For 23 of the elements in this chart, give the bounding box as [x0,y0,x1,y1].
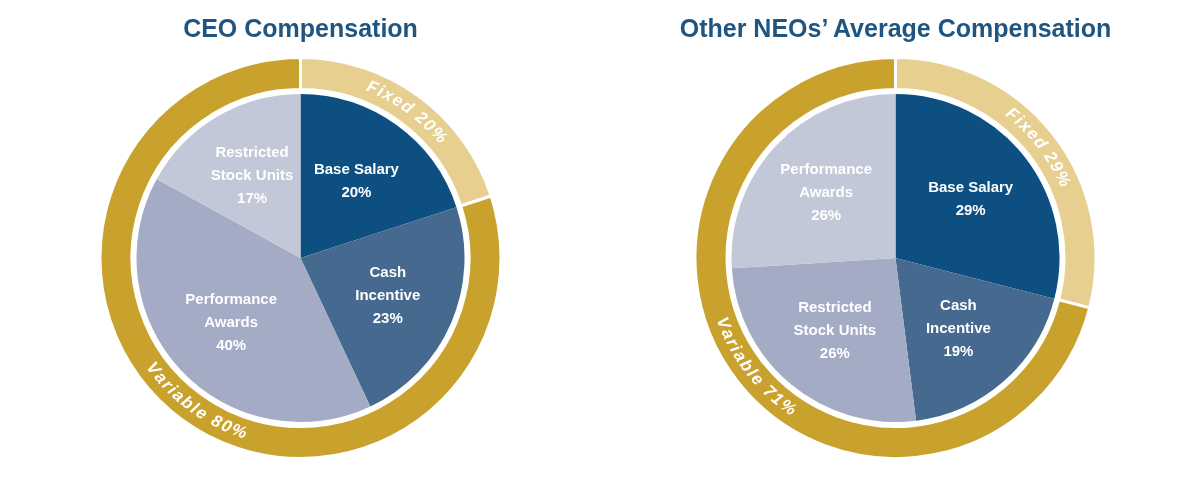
data-label: 17% [237,189,268,207]
slice-label: Fixed [363,76,418,118]
slice-label: Restricted Stock Units [793,298,877,339]
data-label: 26% [819,344,850,362]
slice-label: Performance Awards [185,290,278,331]
data-label: 20% [341,182,372,200]
slice-label: Restricted Stock Units [210,143,294,184]
chart-title: Other NEOs’ Average Compensation [678,13,1113,44]
slice-label: Fixed [1002,103,1052,154]
data-label: 19% [943,342,974,360]
data-label: 29% [955,201,986,219]
data-label: 23% [372,308,403,326]
slice-label: Performance Awards [780,160,873,201]
data-label: 80% [208,410,250,443]
slice-label: Variable [142,358,211,424]
slice-label: Base Salary [928,178,1014,196]
slice-label: Cash Incentive [925,296,991,337]
data-label: 26% [811,206,842,224]
chart-title: CEO Compensation [182,13,419,44]
slice-label: Cash Incentive [355,262,421,303]
slice-label: Base Salary [313,159,400,177]
slice-label: Variable [712,314,768,389]
data-label: 40% [216,336,247,354]
